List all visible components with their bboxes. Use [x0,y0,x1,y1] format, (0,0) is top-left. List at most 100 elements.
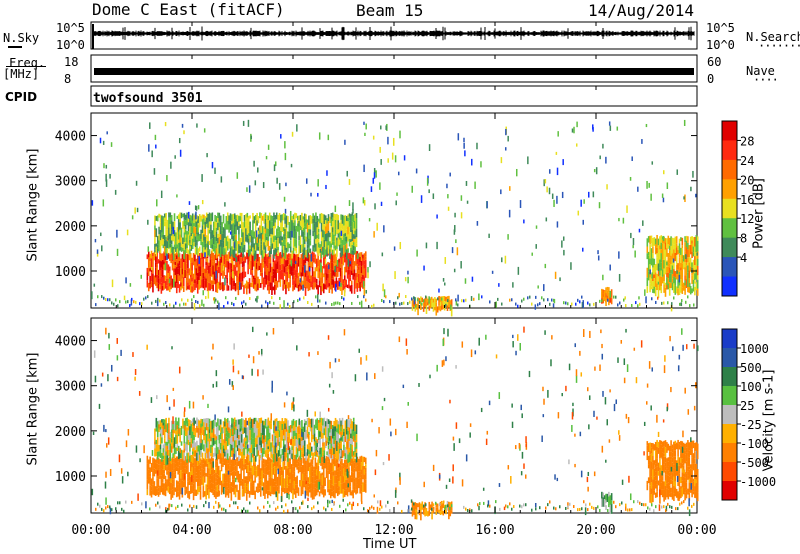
velocity-cell [292,448,295,459]
power-cell [245,236,247,242]
power-cell [295,231,298,240]
velocity-cell [173,443,176,448]
velocity-cell [271,454,274,460]
velocity-cell [319,411,321,418]
power-cell [307,275,310,283]
velocity-cell [663,481,665,490]
velocity-cell [397,501,399,505]
velocity-cell [99,504,101,508]
power-cell [241,281,244,287]
power-cell [334,265,336,273]
velocity-cell [289,479,291,483]
power-cell [246,224,249,230]
power-cell [204,237,207,244]
power-cell [342,257,345,266]
power-cell [436,241,438,250]
power-cell [254,244,257,251]
velocity-cell [656,439,658,447]
velocity-cell [277,468,280,475]
power-cell [275,263,277,272]
power-cell [671,302,673,306]
power-cell [180,247,183,252]
power-cell [460,195,463,201]
velocity-cell [296,426,299,433]
power-cell [155,299,157,303]
velocity-cell [252,356,255,364]
power-cell [295,213,298,219]
velocity-cell [259,427,261,438]
power-cell [575,302,577,306]
power-cell [235,296,237,300]
power-cell [254,284,256,291]
power-cell [191,227,194,234]
power-cell [678,253,681,258]
power-cell [647,251,650,256]
velocity-cell [310,436,313,443]
power-cell [165,301,167,305]
power-cell [103,163,105,169]
power-cell [135,180,138,186]
velocity-cell [224,480,227,490]
power-cell [158,213,160,218]
velocity-cell [401,509,403,513]
power-cell [216,269,219,279]
velocity-cell [285,480,287,488]
power-cell [183,219,186,227]
velocity-cell [432,503,435,507]
velocity-cell [265,484,268,494]
velocity-cell [684,387,686,394]
power-cell [262,277,265,284]
power-cell [380,159,382,165]
velocity-cell [165,509,167,513]
power-cell [692,279,695,285]
power-cell [284,244,286,251]
power-cell [219,239,222,247]
velocity-cell [217,475,220,485]
power-cell [381,298,383,302]
velocity-cell [209,458,212,465]
power-cell [289,260,291,265]
power-cell [379,182,381,190]
velocity-cell [281,448,284,456]
power-cell [471,276,474,282]
power-cell [240,279,242,283]
power-cell [172,253,175,260]
velocity-cell [652,479,654,486]
power-cell [296,254,298,263]
velocity-cell [171,489,174,498]
power-cell [277,250,279,256]
velocity-cell [159,429,162,434]
velocity-cell [232,418,235,425]
velocity-cell [659,478,661,487]
power-cell [245,280,248,286]
power-cell [414,301,417,307]
velocity-cell [212,461,215,468]
velocity-cell [227,470,230,475]
velocity-cell [224,457,227,467]
velocity-cell [168,487,171,495]
power-cell [191,238,194,244]
power-cell [258,279,261,289]
power-cell [203,303,205,307]
power-cell [163,213,166,218]
power-cell [350,242,352,248]
velocity-cell [542,414,545,418]
power-cell [235,234,237,240]
power-cell [668,250,671,258]
velocity-cell [190,443,193,448]
velocity-cell [355,477,357,483]
power-cell [695,264,698,270]
power-cell [303,244,306,248]
velocity-cell [375,449,378,457]
power-cell [261,265,263,273]
power-cell [605,299,607,303]
velocity-cell [268,439,271,445]
power-cell [260,244,263,251]
velocity-cell [294,484,297,491]
power-cell [225,216,228,225]
power-cell [653,237,656,246]
velocity-cell [331,446,334,456]
power-cell [259,230,261,234]
power-cell [374,203,376,210]
velocity-cell [684,454,686,464]
